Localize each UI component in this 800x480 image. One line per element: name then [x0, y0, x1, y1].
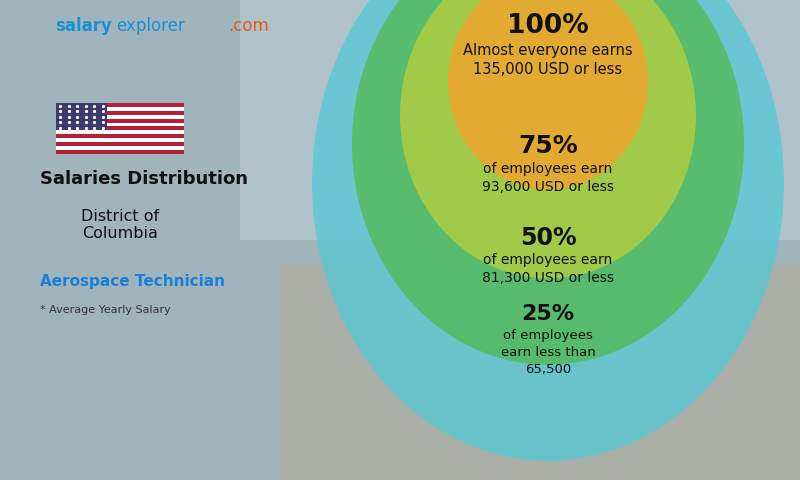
Text: Almost everyone earns: Almost everyone earns: [463, 43, 633, 58]
Text: 100%: 100%: [507, 13, 589, 39]
Text: of employees earn: of employees earn: [483, 253, 613, 267]
Text: 50%: 50%: [520, 226, 576, 250]
Text: * Average Yearly Salary: * Average Yearly Salary: [40, 305, 170, 315]
Text: 81,300 USD or less: 81,300 USD or less: [482, 271, 614, 286]
Bar: [56, 142, 184, 146]
Text: District of
Columbia: District of Columbia: [81, 209, 159, 241]
Bar: [56, 103, 184, 107]
Ellipse shape: [312, 0, 784, 461]
Bar: [56, 111, 184, 115]
Text: .com: .com: [228, 17, 269, 35]
Ellipse shape: [448, 0, 648, 190]
Text: explorer: explorer: [116, 17, 185, 35]
Bar: [280, 264, 800, 480]
Bar: [56, 103, 107, 131]
Text: 65,500: 65,500: [525, 363, 571, 376]
Text: of employees: of employees: [503, 329, 593, 343]
Ellipse shape: [352, 0, 744, 365]
Text: 135,000 USD or less: 135,000 USD or less: [474, 62, 622, 77]
Bar: [240, 0, 800, 240]
Text: 75%: 75%: [518, 134, 578, 158]
Text: salary: salary: [55, 17, 112, 35]
Bar: [56, 150, 184, 154]
Text: Salaries Distribution: Salaries Distribution: [40, 170, 248, 188]
Text: 25%: 25%: [522, 304, 574, 324]
Text: earn less than: earn less than: [501, 346, 595, 360]
Bar: [56, 126, 184, 131]
Bar: [56, 103, 184, 154]
Bar: [56, 134, 184, 138]
Text: 93,600 USD or less: 93,600 USD or less: [482, 180, 614, 194]
Text: Aerospace Technician: Aerospace Technician: [40, 274, 225, 288]
Ellipse shape: [400, 0, 696, 278]
Text: of employees earn: of employees earn: [483, 162, 613, 176]
Bar: [56, 119, 184, 122]
